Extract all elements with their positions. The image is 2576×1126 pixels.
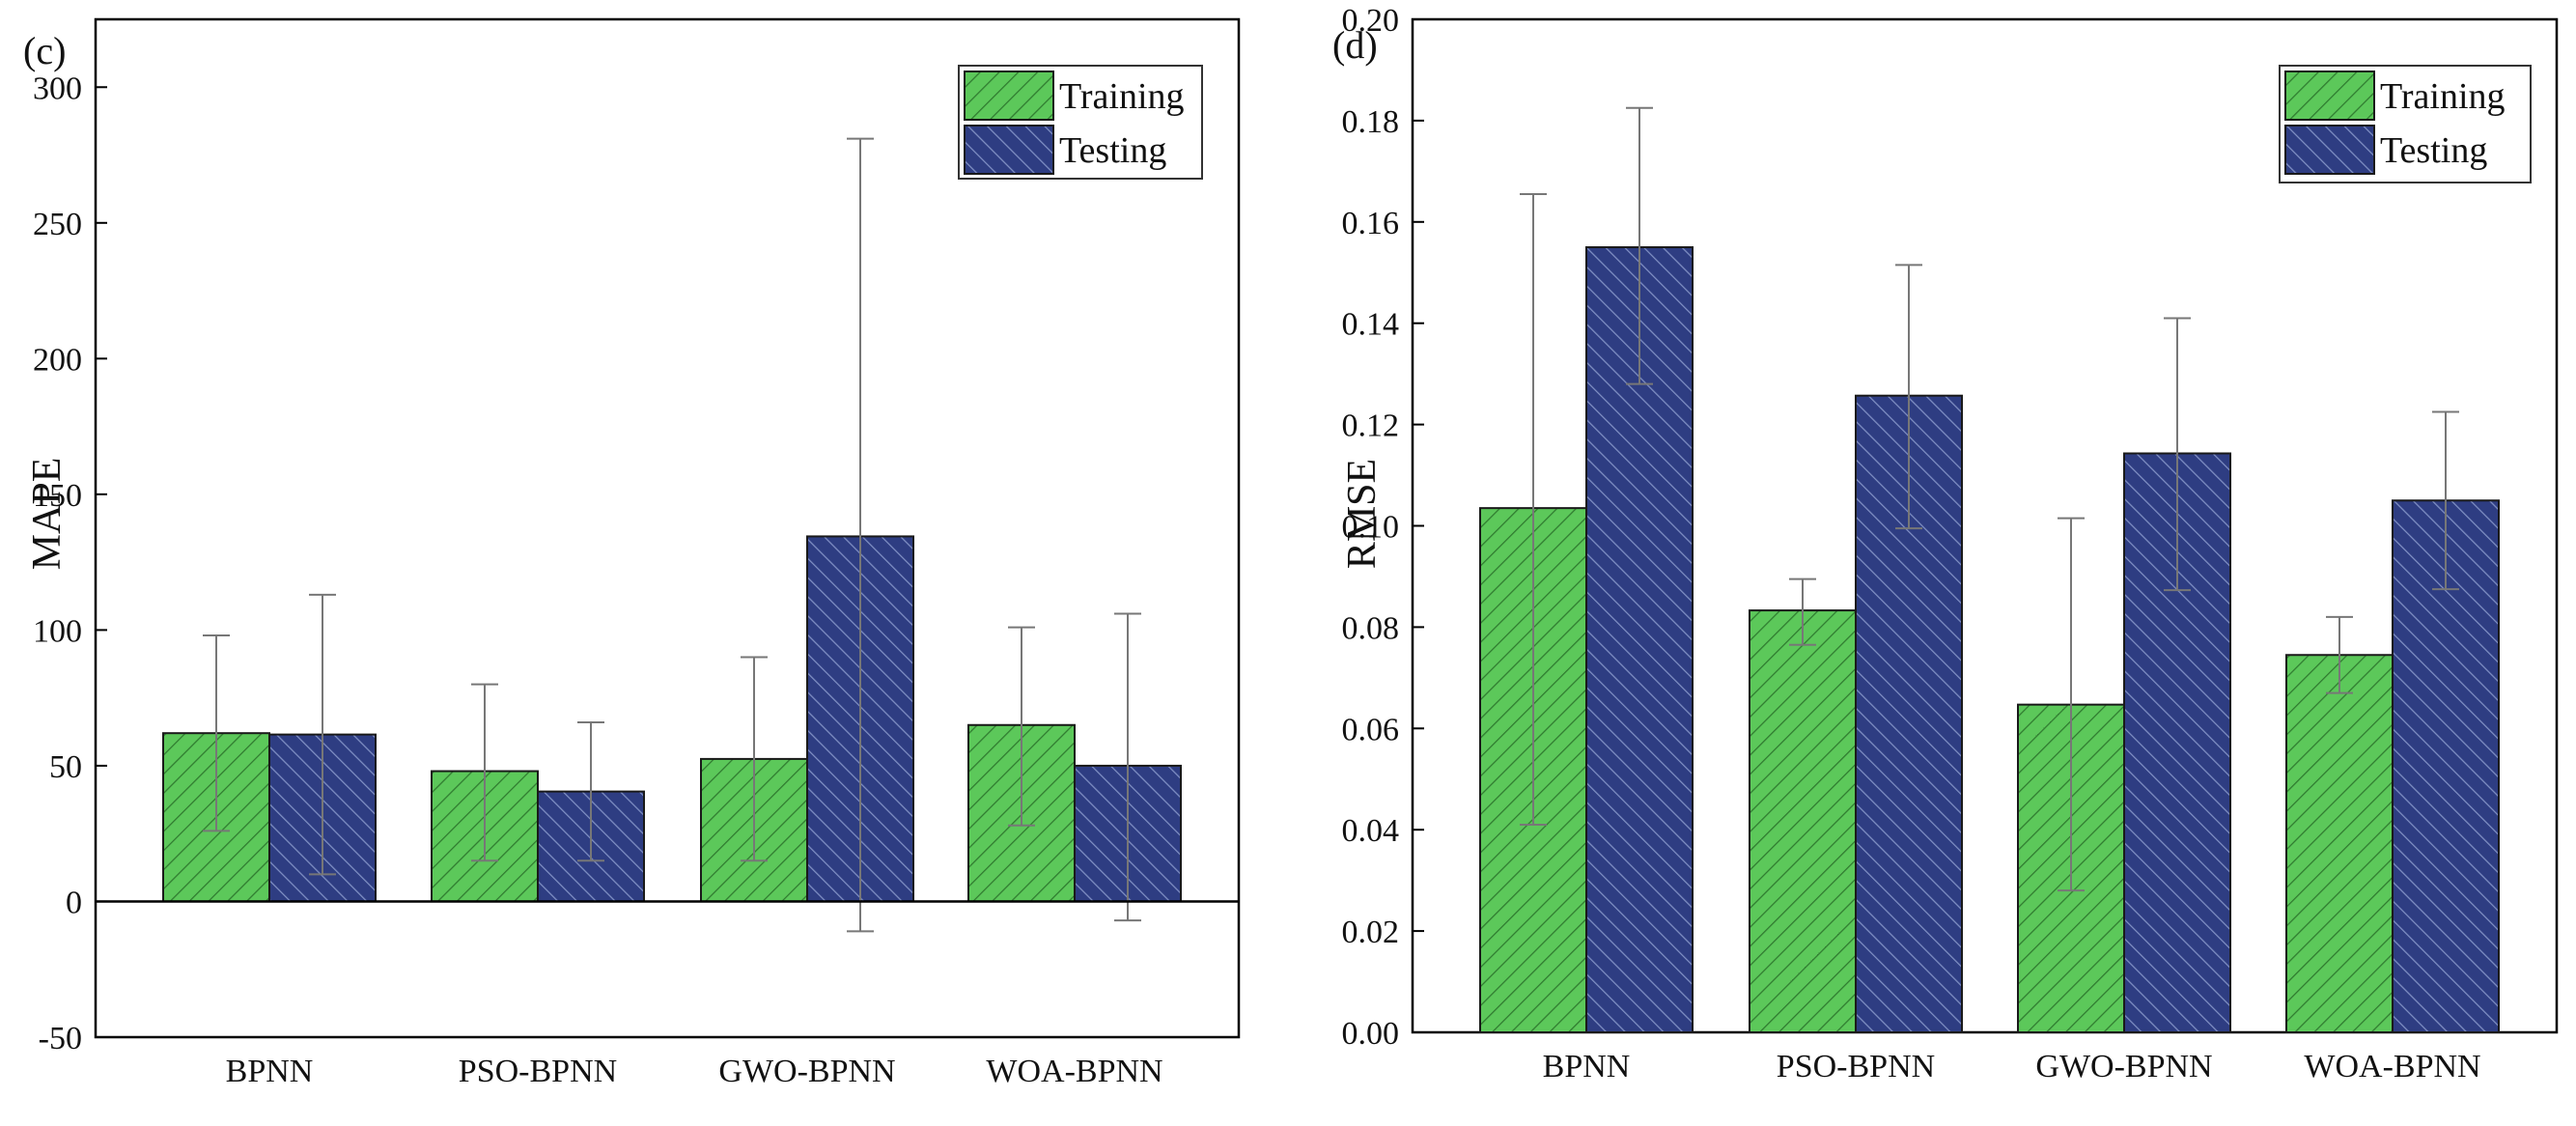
y-tick-label-rmse: 0.16	[1342, 206, 1400, 241]
legend-label-training: Training	[1059, 76, 1185, 117]
y-tick-label-rmse: 0.00	[1342, 1016, 1400, 1052]
y-tick-label-rmse: 0.14	[1342, 307, 1400, 343]
y-tick-label-mape: 0	[66, 885, 82, 920]
legend-label-testing: Testing	[2380, 130, 2487, 171]
x-tick-label-pso-bpnn: PSO-BPNN	[459, 1054, 617, 1089]
y-tick-label-mape: 50	[49, 749, 82, 785]
x-tick-label-woa-bpnn: WOA-BPNN	[2304, 1049, 2480, 1084]
legend-label-training: Training	[2380, 76, 2506, 117]
x-tick-label-gwo-bpnn: GWO-BPNN	[718, 1054, 895, 1089]
x-tick-label-pso-bpnn: PSO-BPNN	[1777, 1049, 1935, 1084]
y-tick-label-mape: 200	[33, 342, 82, 378]
legend-swatch-testing	[964, 125, 1054, 175]
y-tick-label-mape: 250	[33, 207, 82, 242]
plot-area-rmse: 0.00 0.02 0.04 0.06 0.08 0.10 0.12 0.14 0.16 0.18…	[1342, 3, 2559, 1084]
bar-training-pso-bpnn	[1749, 609, 1857, 1033]
panel-mape: (c) MAPE -50 0 50 100 150 200 250 300 BPNN PSO-BP…	[23, 17, 1241, 1089]
legend-rmse: Training Testing	[2279, 65, 2532, 183]
y-tick-label-mape: 150	[33, 478, 82, 514]
y-tick-label-rmse: 0.04	[1342, 813, 1400, 849]
panel-rmse: (d) RMSE 0.00 0.02 0.04 0.06 0.08 0.10 0.12 0.1…	[1332, 3, 2559, 1084]
x-tick-label-bpnn: BPNN	[226, 1054, 314, 1089]
panel-label-d: (d)	[1332, 23, 1378, 67]
plot-frame-mape	[94, 17, 1241, 1039]
y-tick-label-rmse: 0.02	[1342, 915, 1400, 950]
bar-training-woa-bpnn	[2285, 654, 2394, 1033]
legend-swatch-training	[964, 70, 1054, 121]
y-tick-label-mape: 100	[33, 613, 82, 649]
x-tick-label-woa-bpnn: WOA-BPNN	[986, 1054, 1162, 1089]
y-axis-title-rmse: RMSE	[1340, 459, 1385, 569]
legend-swatch-testing	[2284, 125, 2375, 175]
y-tick-label-rmse: 0.10	[1342, 510, 1400, 546]
panel-label-c: (c)	[23, 29, 66, 72]
legend-mape: Training Testing	[958, 65, 1203, 180]
y-tick-label-rmse: 0.12	[1342, 408, 1400, 444]
y-axis-title-mape: MAPE	[25, 458, 70, 571]
y-tick-label-rmse: 0.06	[1342, 712, 1400, 747]
plot-area-mape: -50 0 50 100 150 200 250 300 BPNN PSO-BPNN GWO-BPN…	[33, 17, 1241, 1089]
x-tick-label-bpnn: BPNN	[1543, 1049, 1631, 1084]
y-tick-label-rmse: 0.08	[1342, 610, 1400, 646]
y-tick-label-rmse: 0.20	[1342, 3, 1400, 39]
y-tick-label-rmse: 0.18	[1342, 104, 1400, 140]
x-tick-label-gwo-bpnn: GWO-BPNN	[2035, 1049, 2212, 1084]
y-tick-label-mape: 300	[33, 70, 82, 106]
y-tick-label-mape: -50	[39, 1021, 82, 1056]
legend-label-testing: Testing	[1059, 130, 1166, 171]
legend-swatch-training	[2284, 70, 2375, 121]
